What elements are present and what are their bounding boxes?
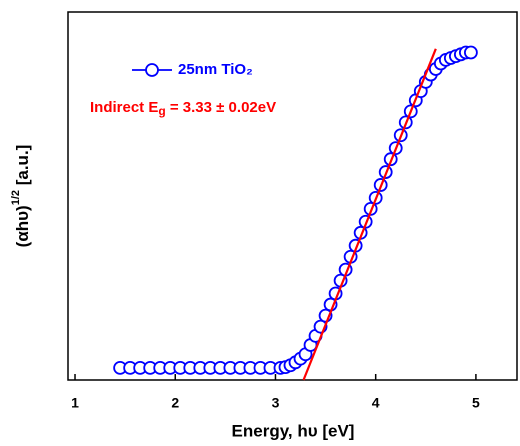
x-tick-label: 1 (71, 395, 79, 411)
fit-line (302, 48, 437, 381)
annotation-prefix: Indirect E (90, 99, 158, 116)
x-tick-label: 2 (171, 395, 179, 411)
x-tick-label: 5 (472, 395, 480, 411)
x-tick-label: 3 (272, 395, 280, 411)
legend-label: 25nm TiO₂ (178, 61, 253, 78)
data-point (463, 45, 478, 60)
annotation-suffix: = 3.33 ± 0.02eV (166, 99, 276, 116)
annotation: Indirect Eg = 3.33 ± 0.02eV (90, 99, 276, 118)
x-axis-label: Energy, hυ [eV] (232, 421, 355, 440)
y-label-sup: 1/2 (10, 190, 22, 205)
annotation-sub: g (158, 104, 165, 118)
x-tick-label: 4 (372, 395, 380, 411)
plot-frame (67, 11, 518, 381)
y-label-main: (αhυ) (13, 205, 32, 247)
legend-marker (145, 63, 159, 77)
y-axis-label: (αhυ)1/2 [a.u.] (10, 145, 33, 248)
y-label-unit: [a.u.] (13, 145, 32, 190)
